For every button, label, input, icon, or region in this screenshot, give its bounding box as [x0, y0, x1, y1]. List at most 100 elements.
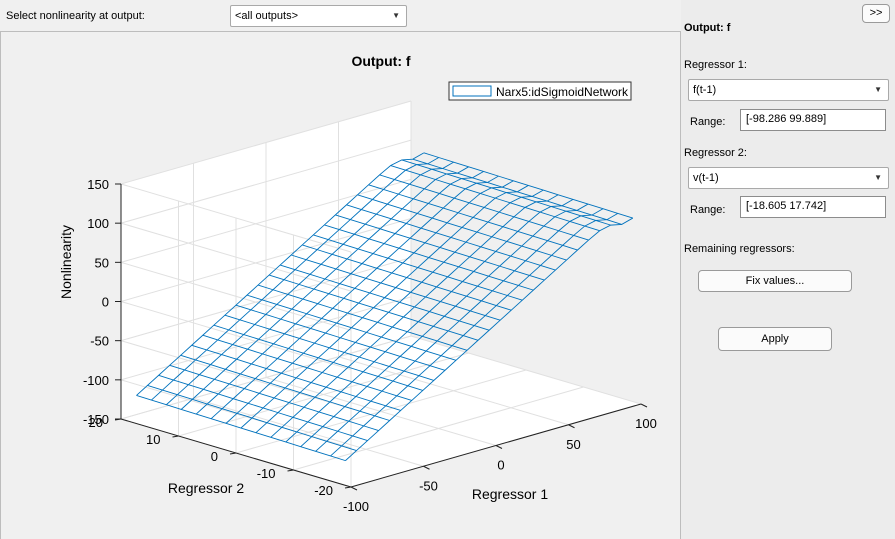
- x-tick-label: 0: [497, 458, 504, 473]
- grid-line: [120, 139, 412, 224]
- surface-line-y: [302, 244, 512, 311]
- surface-line-y: [158, 374, 368, 441]
- x-tick: [423, 465, 430, 470]
- surface-line-y: [224, 314, 435, 381]
- remaining-regressors-label: Remaining regressors:: [684, 243, 795, 255]
- z-axis-label: Nonlinearity: [58, 225, 74, 299]
- z-tick-label: -150: [83, 412, 109, 427]
- surface-line-y: [335, 214, 545, 281]
- grid-line: [120, 100, 412, 185]
- surface-line-y: [169, 364, 379, 431]
- y-tick-label: 0: [211, 449, 218, 464]
- z-tick-label: 0: [102, 295, 109, 310]
- surface-line-y: [324, 224, 534, 291]
- y-tick: [172, 435, 179, 438]
- chevron-down-icon: ▼: [392, 11, 400, 20]
- regressor1-value: f(t-1): [693, 84, 717, 96]
- plot-panel: Output: f Narx5:idSigmoidNetwork Nonline…: [0, 32, 681, 539]
- grid-line: [120, 183, 352, 253]
- grid-line: [120, 218, 412, 302]
- regressor2-label: Regressor 2:: [684, 147, 747, 159]
- z-tick-label: -50: [90, 334, 109, 349]
- y-tick: [114, 418, 122, 421]
- y-axis-label: Regressor 2: [168, 480, 244, 496]
- x-tick-label: -50: [419, 478, 438, 493]
- y-tick-label: -10: [257, 466, 276, 481]
- surface-line-y: [291, 254, 501, 321]
- regressor1-label: Regressor 1:: [684, 59, 747, 71]
- y-tick-labels: -20 -10 0 10 20: [89, 415, 352, 498]
- y-tick-label: 20: [89, 415, 103, 430]
- surface-line-y: [147, 384, 357, 452]
- regressor2-range-label: Range:: [690, 204, 726, 216]
- y-tick-label: 10: [146, 432, 160, 447]
- axes-backplanes: [120, 100, 642, 488]
- grid-line: [120, 178, 412, 263]
- chevron-down-icon: ▼: [874, 85, 882, 94]
- grid-line: [120, 301, 352, 370]
- legend[interactable]: Narx5:idSigmoidNetwork: [448, 81, 632, 101]
- y-tick: [287, 469, 294, 472]
- x-tick: [350, 486, 358, 491]
- fix-values-button[interactable]: Fix values...: [698, 270, 852, 292]
- grid-line: [120, 222, 352, 292]
- surface-line-y: [136, 394, 346, 462]
- x-tick-labels: -100 -50 0 50 100: [343, 403, 657, 514]
- output-select-value: <all outputs>: [235, 10, 298, 22]
- select-nonlinearity-label: Select nonlinearity at output:: [6, 10, 145, 22]
- grid-line: [235, 369, 527, 454]
- surface-line-y: [191, 344, 401, 411]
- surface-plot[interactable]: Output: f Narx5:idSigmoidNetwork Nonline…: [1, 32, 680, 539]
- regressor2-value: v(t-1): [693, 172, 719, 184]
- surface-line-y: [257, 284, 468, 351]
- x-tick-label: 50: [566, 437, 580, 452]
- legend-swatch: [452, 85, 492, 97]
- grid-line: [120, 257, 412, 342]
- surface-line-y: [412, 158, 622, 225]
- output-selector-bar: Select nonlinearity at output: <all outp…: [0, 0, 681, 32]
- side-output-title: Output: f: [684, 22, 731, 34]
- grid-line: [293, 386, 584, 471]
- grid-line: [120, 335, 412, 420]
- regressor2-select[interactable]: v(t-1) ▼: [688, 167, 889, 189]
- surface-line-y: [268, 274, 479, 341]
- regressor2-range-field[interactable]: [-18.605 17.742]: [740, 196, 886, 218]
- y-tick-label: -20: [314, 483, 333, 498]
- regressor1-range-label: Range:: [690, 116, 726, 128]
- surface-line-y: [368, 184, 578, 251]
- output-select[interactable]: <all outputs> ▼: [230, 5, 407, 27]
- x-tick: [640, 403, 648, 408]
- regressor1-select[interactable]: f(t-1) ▼: [688, 79, 889, 101]
- surface-line-y: [246, 294, 457, 361]
- z-tick-labels: -150 -100 -50 0 50 100 150: [83, 177, 121, 427]
- surface-line-y: [180, 354, 390, 421]
- plot-title: Output: f: [351, 53, 410, 69]
- surface-line-y: [202, 334, 412, 401]
- apply-button[interactable]: Apply: [718, 327, 832, 351]
- legend-label: Narx5:idSigmoidNetwork: [496, 85, 629, 99]
- regressor1-range-field[interactable]: [-98.286 99.889]: [740, 109, 886, 131]
- z-tick-label: -100: [83, 373, 109, 388]
- x-tick-label: 100: [635, 416, 657, 431]
- z-tick-label: 150: [87, 177, 109, 192]
- z-tick-label: 50: [95, 255, 109, 270]
- surface-line-y: [357, 194, 567, 261]
- y-tick: [344, 486, 352, 489]
- toggle-panel-button[interactable]: >>: [862, 4, 890, 23]
- y-tick: [229, 452, 237, 455]
- surface-line-y: [379, 174, 589, 241]
- grid-line: [120, 261, 352, 331]
- surface-line-y: [313, 234, 523, 301]
- x-axis-label: Regressor 1: [472, 486, 548, 502]
- surface-line-y: [423, 152, 633, 219]
- chevron-down-icon: ▼: [874, 173, 882, 182]
- x-tick-label: -100: [343, 499, 369, 514]
- grid-line: [120, 340, 352, 410]
- regressor-side-panel: >> Output: f Regressor 1: f(t-1) ▼ Range…: [682, 0, 895, 539]
- x-tick: [568, 424, 575, 429]
- surface-line-y: [346, 204, 556, 271]
- surface-mesh: [136, 152, 634, 462]
- x-tick: [495, 445, 503, 449]
- surface-line-y: [280, 264, 490, 331]
- surface-line-y: [235, 304, 446, 371]
